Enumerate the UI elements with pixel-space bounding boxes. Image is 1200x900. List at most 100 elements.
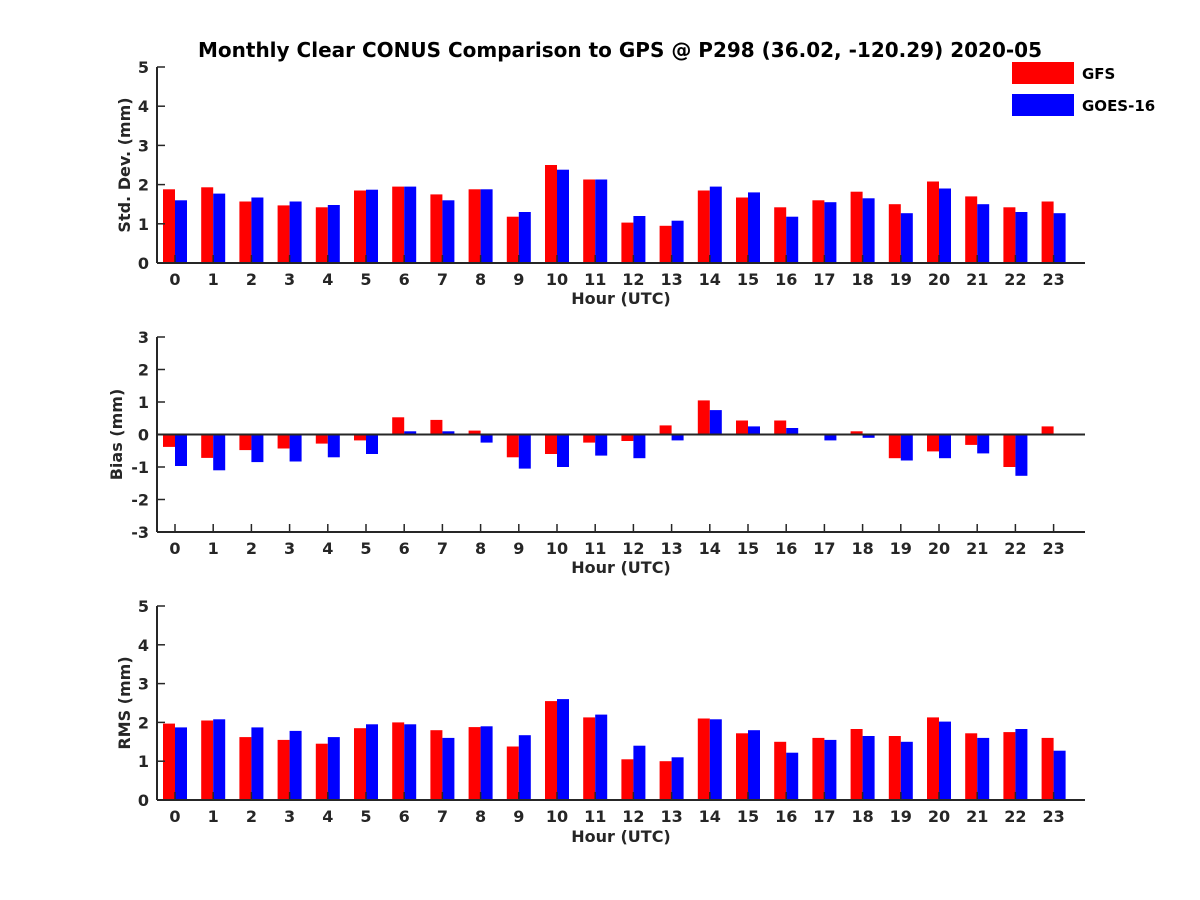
x-tick-label: 21 xyxy=(966,807,988,826)
bar-gfs-hour-10 xyxy=(545,165,557,263)
bar-goes16-hour-10 xyxy=(557,169,569,263)
x-tick-label: 13 xyxy=(660,539,682,558)
x-tick-label: 13 xyxy=(660,270,682,289)
x-axis-label: Hour (UTC) xyxy=(571,827,671,846)
bar-gfs-hour-3 xyxy=(277,739,290,800)
x-tick-label: 18 xyxy=(851,807,873,826)
y-axis-label: Bias (mm) xyxy=(107,389,126,481)
bar-goes16-hour-1 xyxy=(213,434,226,471)
x-tick-label: 5 xyxy=(360,539,371,558)
x-tick-label: 1 xyxy=(208,270,219,289)
bar-gfs-hour-15 xyxy=(736,197,748,263)
x-tick-label: 7 xyxy=(437,807,448,826)
x-tick-label: 2 xyxy=(246,539,257,558)
bar-goes16-hour-16 xyxy=(786,216,799,263)
bar-gfs-hour-5 xyxy=(354,434,366,441)
bar-goes16-hour-13 xyxy=(671,757,684,800)
bar-gfs-hour-0 xyxy=(163,434,175,447)
x-tick-label: 20 xyxy=(928,539,950,558)
x-tick-label: 16 xyxy=(775,807,797,826)
x-tick-label: 8 xyxy=(475,807,486,826)
bar-gfs-hour-10 xyxy=(545,701,557,800)
bar-goes16-hour-5 xyxy=(366,189,378,263)
x-tick-label: 11 xyxy=(584,270,606,289)
x-tick-label: 6 xyxy=(399,270,410,289)
x-tick-label: 18 xyxy=(851,539,873,558)
bar-gfs-hour-22 xyxy=(1003,732,1016,800)
bar-gfs-hour-2 xyxy=(239,434,252,451)
bar-goes16-hour-20 xyxy=(939,434,951,459)
bar-goes16-hour-0 xyxy=(175,727,187,800)
bar-gfs-hour-3 xyxy=(277,434,290,449)
x-tick-label: 14 xyxy=(699,807,721,826)
bar-gfs-hour-7 xyxy=(430,730,443,800)
x-tick-label: 17 xyxy=(813,539,835,558)
x-tick-label: 22 xyxy=(1004,539,1026,558)
y-tick-label: 0 xyxy=(138,254,149,273)
bar-gfs-hour-2 xyxy=(239,201,252,263)
x-tick-label: 21 xyxy=(966,539,988,558)
bar-goes16-hour-13 xyxy=(671,220,684,263)
y-tick-label: -1 xyxy=(131,458,149,477)
bar-goes16-hour-16 xyxy=(786,428,799,435)
bar-goes16-hour-11 xyxy=(595,434,608,456)
bar-goes16-hour-14 xyxy=(709,410,722,435)
bar-goes16-hour-15 xyxy=(748,426,760,435)
x-tick-label: 19 xyxy=(890,807,912,826)
y-tick-label: 3 xyxy=(138,675,149,694)
x-tick-label: 3 xyxy=(284,270,295,289)
x-tick-label: 16 xyxy=(775,539,797,558)
bar-gfs-hour-18 xyxy=(850,431,863,435)
bar-goes16-hour-8 xyxy=(480,434,493,443)
bar-goes16-hour-21 xyxy=(977,204,990,263)
x-tick-label: 21 xyxy=(966,270,988,289)
x-tick-label: 11 xyxy=(584,539,606,558)
bar-goes16-hour-17 xyxy=(824,202,837,263)
x-tick-label: 0 xyxy=(169,807,180,826)
bar-goes16-hour-0 xyxy=(175,434,187,466)
bar-goes16-hour-2 xyxy=(251,434,264,463)
bar-gfs-hour-6 xyxy=(392,186,405,263)
x-tick-label: 1 xyxy=(208,807,219,826)
bar-gfs-hour-18 xyxy=(850,191,863,263)
bar-goes16-hour-9 xyxy=(518,434,531,469)
bar-goes16-hour-20 xyxy=(939,721,951,800)
bar-gfs-hour-22 xyxy=(1003,434,1016,467)
bar-gfs-hour-19 xyxy=(888,736,901,800)
y-axis-label: RMS (mm) xyxy=(115,656,134,749)
bar-goes16-hour-7 xyxy=(442,737,455,800)
bar-gfs-hour-8 xyxy=(468,189,481,263)
bar-gfs-hour-22 xyxy=(1003,207,1016,263)
bar-goes16-hour-6 xyxy=(404,431,417,435)
bar-goes16-hour-6 xyxy=(404,186,417,263)
bar-goes16-hour-8 xyxy=(480,189,493,263)
bar-goes16-hour-1 xyxy=(213,193,226,263)
bar-goes16-hour-12 xyxy=(633,434,646,459)
bar-gfs-hour-12 xyxy=(621,222,634,263)
bar-goes16-hour-20 xyxy=(939,188,951,263)
x-tick-label: 5 xyxy=(360,807,371,826)
x-tick-label: 7 xyxy=(437,270,448,289)
bar-goes16-hour-8 xyxy=(480,726,493,800)
bar-gfs-hour-10 xyxy=(545,434,557,454)
bar-goes16-hour-16 xyxy=(786,752,799,800)
bar-goes16-hour-4 xyxy=(327,434,340,458)
bar-gfs-hour-2 xyxy=(239,737,252,800)
x-tick-label: 9 xyxy=(513,807,524,826)
x-axis-label: Hour (UTC) xyxy=(571,558,671,577)
x-tick-label: 13 xyxy=(660,807,682,826)
y-tick-label: -3 xyxy=(131,523,149,542)
x-tick-label: 2 xyxy=(246,270,257,289)
x-tick-label: 14 xyxy=(699,270,721,289)
x-tick-label: 19 xyxy=(890,539,912,558)
bar-goes16-hour-2 xyxy=(251,727,264,800)
bar-goes16-hour-10 xyxy=(557,434,569,467)
bar-goes16-hour-15 xyxy=(748,730,760,800)
x-tick-label: 2 xyxy=(246,807,257,826)
bar-goes16-hour-7 xyxy=(442,200,455,263)
y-tick-label: 1 xyxy=(138,752,149,771)
bar-goes16-hour-19 xyxy=(900,741,913,800)
y-tick-label: -2 xyxy=(131,491,149,510)
